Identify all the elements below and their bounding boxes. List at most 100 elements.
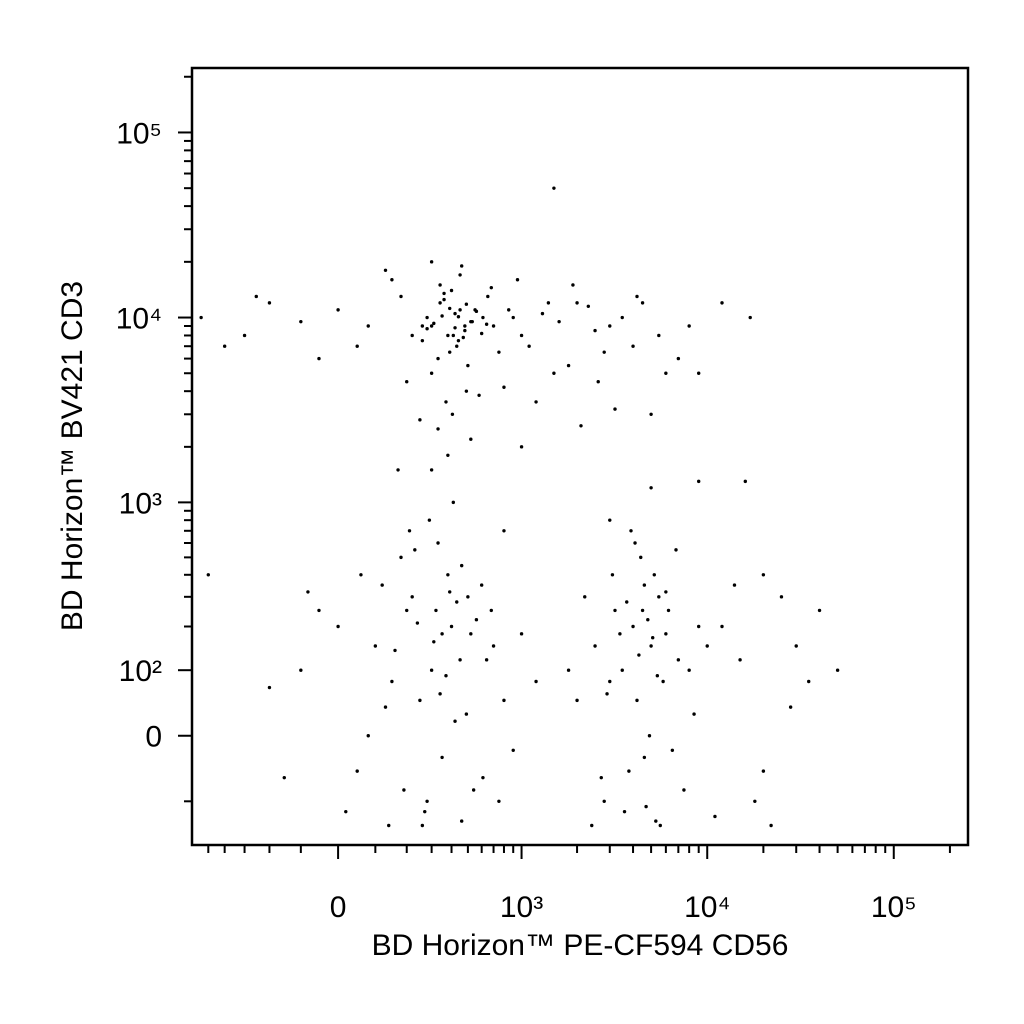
event-dot	[459, 563, 464, 568]
event-dot	[608, 324, 612, 328]
event-dot	[527, 344, 531, 348]
event-dot	[661, 679, 665, 684]
event-dot	[407, 529, 412, 533]
event-dot	[442, 291, 446, 296]
event-dot	[646, 618, 650, 622]
event-dot	[336, 624, 340, 629]
event-dot	[463, 324, 467, 328]
event-dot	[590, 823, 594, 828]
y-tick-label: 10³	[119, 487, 162, 520]
event-dot	[429, 260, 434, 264]
event-dot	[420, 338, 425, 343]
event-dot	[479, 331, 484, 336]
event-dot	[738, 658, 742, 662]
event-dot	[458, 273, 462, 277]
event-dot	[613, 608, 617, 613]
event-dot	[649, 486, 653, 490]
event-dot	[502, 698, 506, 703]
event-dot	[442, 297, 446, 302]
event-dot	[502, 529, 506, 533]
event-dot	[631, 624, 635, 629]
event-dot	[440, 755, 444, 760]
event-dot	[425, 799, 429, 804]
event-dot	[640, 608, 645, 613]
event-dot	[306, 590, 310, 594]
event-dot	[440, 632, 444, 636]
event-dot	[586, 304, 591, 309]
event-dot	[282, 775, 286, 780]
event-dot	[446, 453, 450, 457]
event-dot	[642, 755, 647, 760]
event-dot	[579, 424, 583, 428]
x-tick-label: 0	[330, 891, 347, 924]
event-dot	[438, 692, 442, 696]
event-dot	[557, 319, 561, 324]
event-dot	[399, 294, 403, 299]
event-dot	[640, 301, 645, 305]
event-dot	[732, 583, 737, 587]
event-dot	[458, 308, 462, 312]
event-dot	[696, 479, 701, 484]
event-dot	[664, 590, 668, 594]
event-dot	[519, 632, 524, 636]
event-dot	[649, 412, 653, 416]
event-dot	[451, 333, 456, 338]
event-dot	[355, 344, 359, 348]
event-dot	[613, 407, 617, 411]
event-dot	[440, 314, 444, 318]
x-tick-label: 10⁵	[871, 891, 917, 924]
event-dot	[664, 371, 668, 375]
event-dot	[761, 573, 766, 577]
event-dot	[639, 555, 643, 560]
event-dot	[692, 712, 696, 716]
event-dot	[720, 301, 724, 305]
event-dot	[373, 644, 378, 648]
event-dot	[444, 674, 448, 678]
event-dot	[779, 595, 784, 599]
event-dot	[396, 468, 400, 472]
event-dot	[658, 823, 662, 828]
y-tick-label: 10⁴	[116, 303, 162, 336]
event-dot	[455, 344, 459, 348]
event-dot	[748, 315, 752, 320]
event-dot	[602, 799, 606, 804]
event-dot	[534, 679, 538, 684]
event-dot	[481, 775, 485, 780]
event-dot	[432, 640, 436, 644]
event-dot	[497, 350, 501, 354]
event-dot	[446, 333, 450, 338]
event-dot	[670, 748, 675, 752]
event-dot	[436, 356, 440, 361]
event-dot	[566, 668, 571, 672]
event-dot	[425, 315, 429, 320]
event-dot	[418, 698, 422, 703]
event-dot	[540, 311, 545, 316]
event-dot	[817, 608, 822, 613]
event-dot	[355, 769, 359, 773]
event-dot	[602, 350, 606, 354]
event-dot	[511, 315, 515, 320]
event-dot	[410, 595, 414, 599]
event-dot	[446, 573, 450, 577]
event-dot	[682, 788, 686, 792]
event-dot	[593, 644, 597, 648]
event-dot	[432, 321, 436, 326]
event-dot	[720, 624, 724, 629]
event-dot	[393, 648, 397, 653]
event-dot	[575, 698, 579, 703]
event-dot	[453, 719, 457, 723]
event-dot	[470, 319, 474, 324]
event-dot	[642, 583, 647, 587]
event-dot	[448, 590, 452, 594]
event-dot	[651, 636, 655, 640]
event-dot	[390, 278, 394, 282]
event-dot	[466, 363, 470, 368]
event-dot	[366, 734, 370, 738]
event-dot	[317, 356, 321, 361]
event-dot	[429, 668, 434, 672]
event-dot	[622, 809, 627, 814]
x-tick-label: 10⁴	[684, 891, 730, 924]
event-dot	[453, 311, 457, 316]
event-dot	[652, 573, 656, 577]
event-dot	[455, 600, 459, 604]
